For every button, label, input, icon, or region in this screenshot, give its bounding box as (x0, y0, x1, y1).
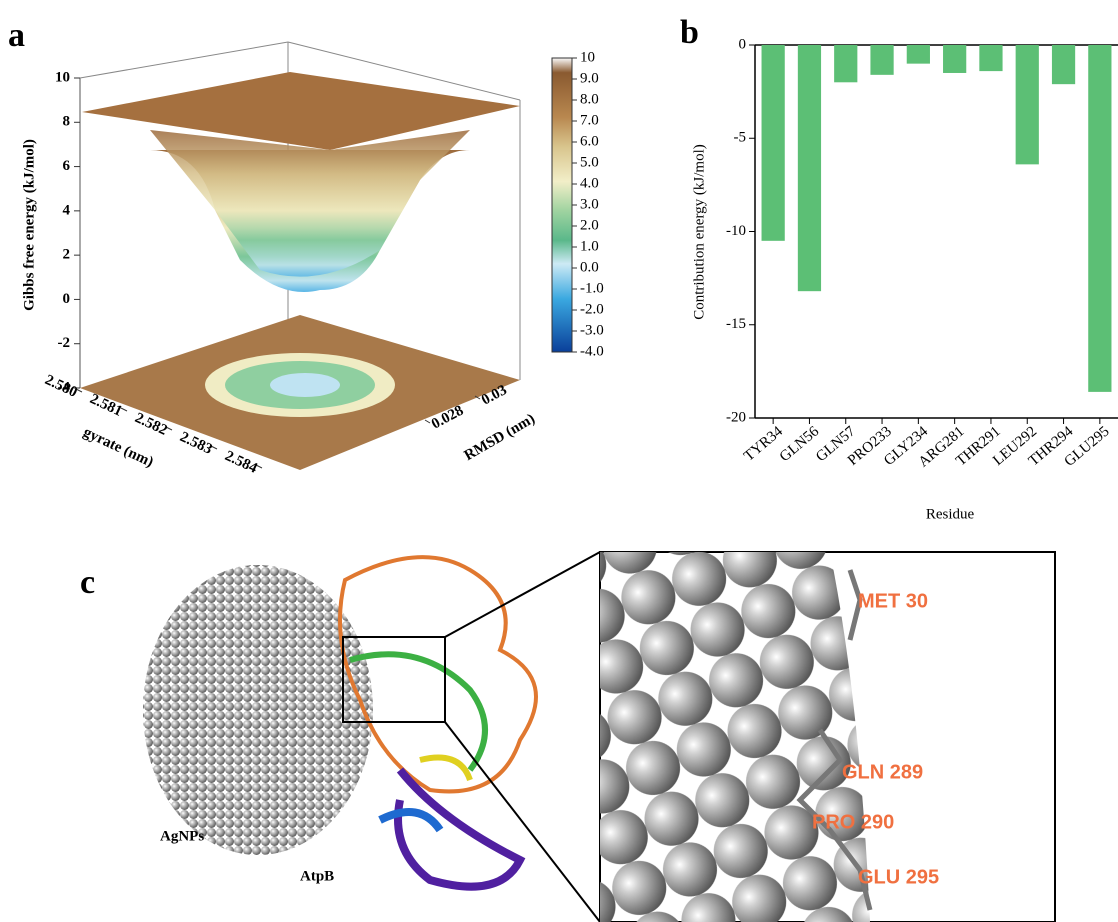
y-tick-label: -5 (734, 130, 747, 146)
z-tick-label: 0 (63, 291, 71, 307)
bar (1052, 45, 1075, 84)
z-tick-label: 10 (55, 69, 70, 85)
colorbar-tick-label: 9.0 (580, 70, 599, 86)
colorbar-tick-label: 2.0 (580, 217, 599, 233)
colorbar-tick-label: 4.0 (580, 175, 599, 191)
bar (762, 45, 785, 241)
surface-funnel (150, 130, 470, 277)
silver-surface (600, 552, 870, 922)
residue-label: PRO 290 (812, 811, 894, 833)
structure-panel: c AgNPs AtpB MET 30 GLN 289 PRO 290 GLU … (80, 552, 1055, 922)
x-axis-label: gyrate (nm) (81, 424, 156, 470)
protein-ribbon (420, 758, 470, 781)
y-tick-label: -10 (726, 223, 746, 239)
colorbar-tick-label: -4.0 (580, 343, 604, 359)
y-tick-label: -15 (726, 316, 746, 332)
z-tick-label: 8 (63, 114, 71, 130)
figure: a Gibbs free energy (kJ/mol) gyrate (nm)… (0, 0, 1118, 922)
y-axis-label: Contribution energy (kJ/mol) (691, 144, 707, 320)
axis (80, 42, 288, 78)
panel-label: c (80, 564, 95, 601)
z-tick-label: 4 (63, 202, 71, 218)
bar (834, 45, 857, 82)
protein-ribbon (398, 770, 520, 887)
x-tick-label: TYR34 (741, 423, 786, 465)
x-tick-label: GLN56 (777, 423, 823, 465)
y-tick-label: -20 (726, 409, 746, 425)
colorbar-tick-label: 6.0 (580, 133, 599, 149)
y-tick-label: 0 (739, 36, 747, 52)
colorbar-tick-label: 8.0 (580, 91, 599, 107)
colorbar-tick-label: -2.0 (580, 301, 604, 317)
bar (870, 45, 893, 75)
residue-label: MET 30 (858, 590, 928, 612)
protein-ribbon (380, 812, 440, 830)
bar (798, 45, 821, 291)
panel-label: a (8, 17, 25, 54)
residue-label: GLU 295 (858, 866, 939, 888)
colorbar-tick-label: 0.0 (580, 259, 599, 275)
colorbar-tick-label: 5.0 (580, 154, 599, 170)
z-tick-label: 6 (63, 158, 71, 174)
protein-label: AtpB (300, 868, 334, 884)
colorbar-tick-label: 3.0 (580, 196, 599, 212)
colorbar (552, 58, 572, 352)
colorbar-tick-label: 1.0 (580, 238, 599, 254)
bar (943, 45, 966, 73)
panel-label: b (680, 14, 699, 51)
zoom-line (445, 552, 600, 637)
bar (1088, 45, 1111, 392)
x-tick-label: 2.580 (42, 372, 79, 401)
floor-contour (270, 373, 340, 397)
bar (979, 45, 1002, 71)
z-tick-label: 2 (63, 247, 71, 263)
x-axis-label: Residue (926, 506, 975, 522)
zoom-line (445, 722, 600, 922)
colorbar-tick-label: -1.0 (580, 280, 604, 296)
colorbar-tick-label: -3.0 (580, 322, 604, 338)
colorbar-tick-label: 7.0 (580, 112, 599, 128)
z-axis-label: Gibbs free energy (kJ/mol) (21, 139, 37, 311)
y-axis-label: RMSD (nm) (462, 411, 538, 464)
bar (907, 45, 930, 64)
particle-label: AgNPs (160, 828, 204, 844)
colorbar-tick-label: 10 (580, 49, 595, 65)
residue-label: GLN 289 (842, 761, 923, 783)
bar (1016, 45, 1039, 164)
z-tick-label: -2 (58, 335, 71, 351)
